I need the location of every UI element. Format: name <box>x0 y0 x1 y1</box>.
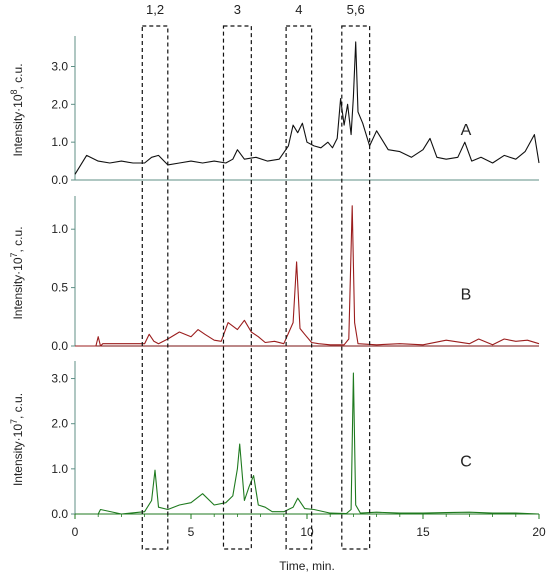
y-tick-label: 1.0 <box>51 222 68 236</box>
panel-a: 0.0 1.0 2.0 3.0 A Intensity·108, c.u. <box>9 36 540 187</box>
region-label: 5,6 <box>347 2 365 17</box>
region-label: 4 <box>295 2 302 17</box>
region-box <box>341 25 371 550</box>
x-tick-label: 20 <box>532 525 546 539</box>
x-axis: 0 5 10 15 20 Time, min. <box>72 514 546 573</box>
y-axis-title: Intensity·107, c.u. <box>9 393 25 486</box>
x-axis-title: Time, min. <box>279 559 335 573</box>
x-tick-label: 15 <box>416 525 430 539</box>
trace-b <box>75 205 540 347</box>
trace-c <box>75 372 540 515</box>
chart-panels: 0.0 1.0 2.0 3.0 A Intensity·108, c.u. 0.0 0.5 1.… <box>9 36 540 521</box>
y-tick-label: 3.0 <box>51 372 68 386</box>
panel-c: 0.0 1.0 2.0 3.0 C Intensity·107, c.u. <box>9 361 540 521</box>
y-tick-label: 2.0 <box>51 417 68 431</box>
panel-letter: C <box>460 453 472 470</box>
y-tick-label: 1.0 <box>51 135 68 149</box>
y-tick-label: 0.0 <box>51 173 68 187</box>
y-tick-label: 2.0 <box>51 97 68 111</box>
panel-b: 0.0 0.5 1.0 B Intensity·107, c.u. <box>9 196 540 353</box>
region-box <box>285 25 313 550</box>
y-tick-label: 0.0 <box>51 507 68 521</box>
y-tick-label: 3.0 <box>51 59 68 73</box>
y-tick-label: 0.5 <box>51 281 68 295</box>
region-box <box>222 25 252 550</box>
trace-a <box>74 41 540 175</box>
y-axis-title: Intensity·107, c.u. <box>9 226 25 319</box>
y-tick-label: 1.0 <box>51 462 68 476</box>
x-tick-label: 0 <box>72 525 79 539</box>
highlight-regions: 1,2 3 4 5,6 <box>141 2 371 550</box>
panel-letter: A <box>461 122 472 139</box>
x-tick-label: 5 <box>188 525 195 539</box>
region-label: 3 <box>234 2 241 17</box>
y-tick-label: 0.0 <box>51 339 68 353</box>
panel-letter: B <box>461 286 472 303</box>
y-axis-title: Intensity·108, c.u. <box>9 63 25 156</box>
x-tick-label: 10 <box>300 525 314 539</box>
region-box <box>141 25 169 550</box>
region-label: 1,2 <box>146 2 164 17</box>
